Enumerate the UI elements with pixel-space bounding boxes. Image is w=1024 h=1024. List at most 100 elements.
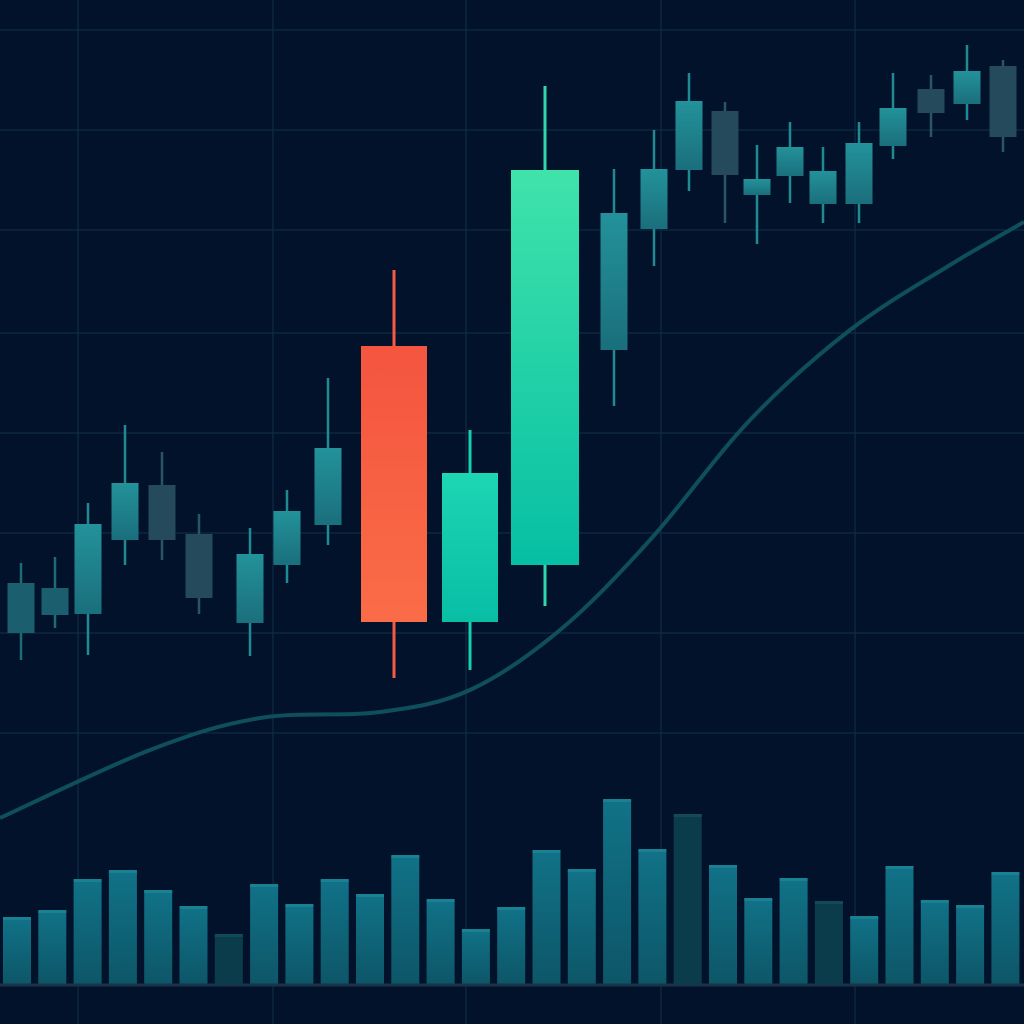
volume-bar-cap [532, 850, 561, 853]
candle-body [236, 554, 264, 623]
volume-bar [320, 880, 349, 984]
volume-bar [567, 870, 596, 984]
volume-bar [38, 911, 67, 984]
candle-teal [314, 378, 342, 545]
volume-bar [497, 908, 526, 984]
volume-bar-cap [850, 916, 879, 919]
volume-bar-cap [885, 866, 914, 869]
candle-teal [236, 528, 264, 656]
candle-slate [989, 60, 1017, 152]
candle-teal [809, 147, 837, 223]
volume-bar-cap [426, 899, 455, 902]
volume-bar [426, 900, 455, 984]
volume-bars [3, 799, 1020, 984]
volume-bar-cap [179, 906, 208, 909]
volume-bar-cap [991, 872, 1020, 875]
candle-teal [953, 45, 981, 120]
volume-bar-cap [638, 849, 667, 852]
candle-teal [675, 73, 703, 191]
volume-bar [73, 880, 102, 984]
volume-bar [920, 901, 949, 984]
candle-bright [511, 86, 579, 606]
candles [7, 45, 1017, 678]
volume-bar-cap [497, 907, 526, 910]
volume-bar-cap [603, 799, 632, 802]
volume-bar [391, 856, 420, 984]
volume-bar [885, 867, 914, 984]
volume-bar-cap [956, 905, 985, 908]
candle-slate [148, 452, 176, 560]
candle-body [511, 170, 579, 565]
candle-teal [273, 490, 301, 583]
candle-teal [640, 130, 668, 266]
candle-body [361, 346, 427, 622]
volume-bar [356, 895, 384, 984]
candle-body [743, 179, 771, 195]
volume-bar [3, 918, 31, 984]
volume-bar-cap [461, 929, 490, 932]
volume-bar-cap [108, 870, 137, 873]
volume-bar-cap [214, 934, 243, 937]
volume-bar [250, 885, 279, 984]
candle-body [185, 534, 213, 598]
candle-body [917, 89, 945, 113]
candle-body [148, 485, 176, 540]
volume-bar-cap [73, 879, 102, 882]
volume-bar [673, 815, 702, 984]
volume-bar [108, 871, 137, 984]
candle-body [879, 108, 907, 146]
volume-bar [638, 850, 667, 984]
volume-bar-cap [356, 894, 384, 897]
volume-bar [956, 906, 985, 984]
candle-teal [600, 169, 628, 406]
candle-green [442, 430, 498, 670]
candle-body [41, 588, 69, 615]
candle-teal [743, 145, 771, 244]
candle-body [314, 448, 342, 525]
volume-bar-cap [709, 865, 737, 868]
candle-teal [74, 503, 102, 655]
volume-bar-cap [3, 917, 31, 920]
candle-slate [711, 102, 739, 223]
volume-bar [214, 935, 243, 984]
volume-bar [779, 879, 808, 984]
volume-bar [744, 899, 773, 984]
candle-body [845, 143, 873, 204]
candle-dim [7, 563, 35, 660]
candle-body [776, 147, 804, 176]
candle-body [111, 483, 139, 540]
volume-bar-cap [38, 910, 67, 913]
candle-teal [845, 122, 873, 223]
candle-body [600, 213, 628, 350]
volume-bar [814, 902, 843, 984]
volume-bar-cap [250, 884, 279, 887]
volume-bar-cap [567, 869, 596, 872]
volume-bar-cap [814, 901, 843, 904]
candle-dim [41, 557, 69, 628]
volume-bar [144, 891, 173, 984]
candle-slate [917, 75, 945, 137]
volume-bar-cap [920, 900, 949, 903]
candle-body [7, 583, 35, 633]
volume-bar-cap [320, 879, 349, 882]
candle-body [809, 171, 837, 204]
volume-bar [991, 873, 1020, 984]
volume-bar [850, 917, 879, 984]
volume-bar [532, 851, 561, 984]
candle-body [989, 66, 1017, 137]
candle-body [640, 169, 668, 229]
candle-teal [879, 73, 907, 159]
volume-bar [461, 930, 490, 984]
volume-bar [603, 800, 632, 984]
volume-bar-cap [144, 890, 173, 893]
candle-slate [185, 514, 213, 614]
candle-body [711, 111, 739, 175]
volume-bar [179, 907, 208, 984]
candle-body [953, 71, 981, 104]
volume-bar [285, 905, 314, 984]
volume-bar-cap [285, 904, 314, 907]
candle-body [442, 473, 498, 622]
candle-body [273, 511, 301, 565]
volume-bar-cap [673, 814, 702, 817]
